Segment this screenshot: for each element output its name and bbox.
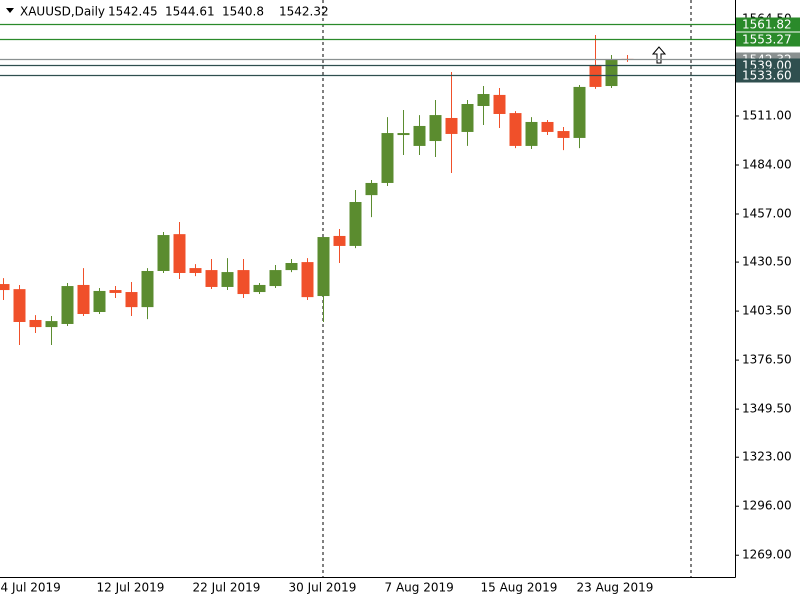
candle-body [493,94,506,114]
candle-body [285,262,298,271]
candle-body [141,270,154,308]
candle-body [189,268,202,273]
candle-body [157,235,170,271]
candle-body [477,94,490,106]
y-tick-label: 1484.00 [742,157,792,171]
y-tick-label: 1403.50 [742,304,792,318]
candle-body [269,270,282,287]
candle-body [109,290,122,293]
candle-body [349,202,362,246]
menu-triangle[interactable] [6,8,14,13]
candle-body [541,121,554,132]
y-tick-label: 1296.00 [742,499,792,513]
candle-body [557,131,570,138]
y-tick-label: 1323.00 [742,450,792,464]
x-tick-label: 22 Jul 2019 [193,581,261,595]
candle-body [93,290,106,313]
candle-body [461,104,474,132]
price-level-label: 1553.27 [742,33,792,47]
candle-body [605,58,618,87]
candle-body [0,284,10,291]
x-tick-label: 12 Jul 2019 [97,581,165,595]
x-tick-label: 23 Aug 2019 [577,581,654,595]
candle-body [301,262,314,298]
candle-body [61,286,74,324]
y-tick-label: 1269.00 [742,548,792,562]
y-tick-label: 1349.50 [742,402,792,416]
candle-body [237,270,250,295]
plot-area [0,35,634,346]
y-tick-label: 1457.00 [742,206,792,220]
price-level-box [736,32,800,47]
candle-body [573,86,586,138]
ohlc-high: 1544.61 [165,5,215,19]
candle-body [77,284,90,315]
ohlc-open: 1542.45 [108,5,158,19]
x-tick-label: 30 Jul 2019 [289,581,357,595]
candle-body [525,121,538,146]
y-tick-label: 1511.00 [742,108,792,122]
candle-body [173,234,186,273]
ohlc-low: 1540.8 [222,5,264,19]
chart-title: XAUUSD,Daily [20,5,105,19]
candle-body [413,125,426,146]
x-tick-label: 15 Aug 2019 [481,581,558,595]
candle-body [429,115,442,142]
candle-body [445,117,458,134]
buy-arrow [651,46,667,64]
y-tick-label: 1430.50 [742,255,792,269]
candle-body [13,289,26,322]
candle-body [397,133,410,136]
ohlc-close: 1542.32 [279,5,329,19]
candle-body [205,270,218,287]
candle-body [125,292,138,308]
candle-body [509,113,522,146]
candle-body [29,319,42,328]
candle-body [333,235,346,246]
candle-body [221,272,234,287]
candle-body [365,182,378,196]
y-tick-label: 1376.50 [742,353,792,367]
price-level-box [736,68,800,83]
price-level-label: 1561.82 [742,18,792,32]
candle-body [253,284,266,293]
candle-body [381,133,394,183]
x-tick-label: 4 Jul 2019 [1,581,61,595]
candle-body [317,237,330,297]
x-tick-label: 7 Aug 2019 [385,581,454,595]
price-level-label: 1533.60 [742,69,792,83]
candle-body [45,321,58,328]
price-level-box [736,17,800,32]
